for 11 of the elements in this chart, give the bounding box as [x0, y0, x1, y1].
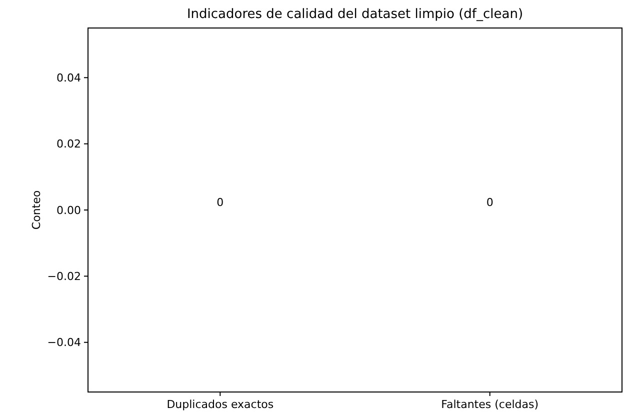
y-axis-title: Conteo — [30, 190, 43, 230]
chart-title: Indicadores de calidad del dataset limpio (df_clean) — [186, 7, 524, 22]
x-tick-label: Duplicados exactos — [166, 398, 274, 411]
y-tick-label: 0.00 — [56, 204, 81, 217]
y-tick-label: −0.04 — [47, 336, 81, 350]
x-tick-label: Faltantes (celdas) — [441, 398, 539, 411]
y-tick-label: 0.04 — [56, 71, 81, 84]
data-label: 0 — [486, 196, 494, 209]
data-label: 0 — [216, 196, 224, 209]
y-tick-label: 0.02 — [56, 138, 81, 151]
y-tick-label: −0.02 — [47, 270, 81, 284]
